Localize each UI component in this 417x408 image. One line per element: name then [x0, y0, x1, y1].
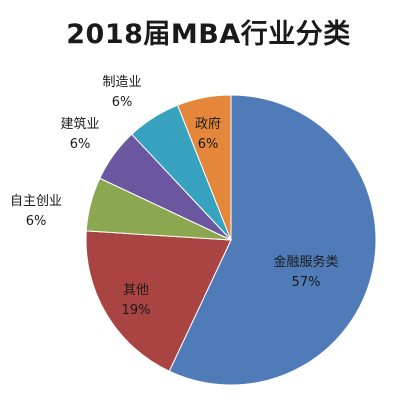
slice-label-2: 其他 19%	[122, 283, 151, 318]
slice-label-6: 政府 6%	[195, 117, 221, 152]
slice-label-3: 自主创业 6%	[10, 194, 62, 229]
slice-value-label: 6%	[198, 137, 219, 152]
pie-slice-6	[176, 94, 232, 241]
slice-name-label: 自主创业	[10, 194, 62, 209]
slice-name-label: 金融服务类	[273, 254, 338, 270]
slice-name-label: 其他	[123, 283, 149, 298]
slice-label-4: 建筑业 6%	[60, 116, 99, 152]
slice-value-label: 6%	[70, 137, 91, 152]
slice-value-label: 6%	[112, 95, 133, 110]
slice-label-1: 金融服务类 57%	[273, 254, 338, 290]
pie-slice-2	[85, 230, 232, 372]
slice-name-label: 政府	[195, 117, 221, 132]
slice-name-label: 建筑业	[60, 116, 99, 132]
slice-name-label: 制造业	[102, 75, 141, 90]
pie-slice-1	[168, 94, 377, 386]
slice-label-5: 制造业 6%	[102, 75, 141, 110]
slice-value-label: 19%	[122, 303, 151, 318]
slice-value-label: 57%	[292, 275, 321, 290]
slice-value-label: 6%	[26, 214, 47, 229]
chart-title: 2018届MBA行业分类	[66, 19, 351, 50]
